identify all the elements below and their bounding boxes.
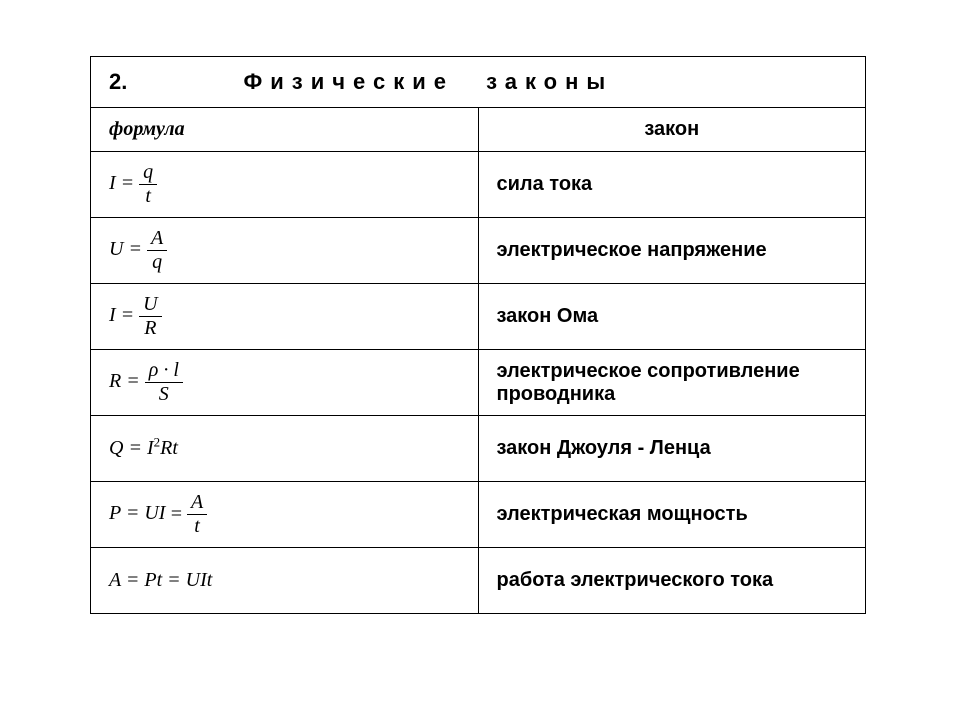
law-cell: закон Ома [478,284,866,350]
laws-table-container: 2. Физические законы формула закон I = q… [90,56,866,614]
title-text: Физические законы [243,69,613,94]
law-cell: сила тока [478,152,866,218]
formula-cell: P = UI=At [91,482,479,548]
table-row: A = Pt = UItработа электрического тока [91,548,866,614]
header-formula: формула [91,108,479,152]
table-body: I = qtсила токаU = Aqэлектрическое напря… [91,152,866,614]
table-row: I = URзакон Ома [91,284,866,350]
formula-cell: I = qt [91,152,479,218]
table-row: Q = I2Rtзакон Джоуля - Ленца [91,416,866,482]
formula-cell: I = UR [91,284,479,350]
header-row: формула закон [91,108,866,152]
law-cell: электрическое напряжение [478,218,866,284]
table-row: U = Aqэлектрическое напряжение [91,218,866,284]
law-cell: электрическая мощность [478,482,866,548]
formula-cell: A = Pt = UIt [91,548,479,614]
laws-table: 2. Физические законы формула закон I = q… [90,56,866,614]
title-number: 2. [109,69,127,95]
title-cell: 2. Физические законы [91,57,866,108]
table-row: R = ρ · lSэлектрическое сопротивление пр… [91,350,866,416]
title-row: 2. Физические законы [91,57,866,108]
table-row: P = UI=Atэлектрическая мощность [91,482,866,548]
formula-cell: R = ρ · lS [91,350,479,416]
law-cell: электрическое сопротивление проводника [478,350,866,416]
law-cell: работа электрического тока [478,548,866,614]
formula-cell: U = Aq [91,218,479,284]
law-cell: закон Джоуля - Ленца [478,416,866,482]
formula-cell: Q = I2Rt [91,416,479,482]
header-law: закон [478,108,866,152]
table-row: I = qtсила тока [91,152,866,218]
